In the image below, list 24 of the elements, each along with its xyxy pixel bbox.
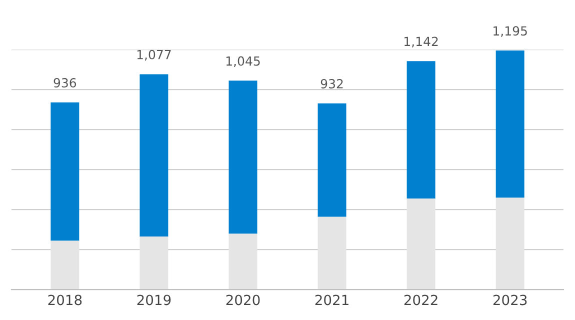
annotation: 1,142 — [404, 36, 438, 48]
bar — [228, 80, 258, 234]
bar — [140, 74, 168, 237]
x-tick-label: 2019 — [137, 294, 171, 306]
bar — [496, 50, 524, 198]
bar — [228, 234, 258, 290]
x-tick-label: 2020 — [226, 294, 260, 306]
annotation: 1,195 — [494, 26, 527, 37]
x-tick-label: 2021 — [315, 294, 348, 306]
annotation: 932 — [320, 79, 343, 88]
bar — [50, 102, 80, 241]
bar — [406, 198, 436, 290]
bar — [318, 216, 346, 290]
bar — [496, 198, 524, 290]
bar — [318, 103, 346, 217]
bar — [406, 61, 436, 199]
bar — [140, 236, 168, 290]
x-tick-label: 2023 — [493, 294, 527, 306]
x-tick-label: 2022 — [404, 294, 438, 306]
x-tick-label: 2018 — [48, 294, 82, 306]
annotation: 1,077 — [137, 50, 171, 61]
bar — [50, 240, 80, 290]
annotation: 1,045 — [226, 56, 260, 68]
annotation: 936 — [54, 78, 76, 88]
